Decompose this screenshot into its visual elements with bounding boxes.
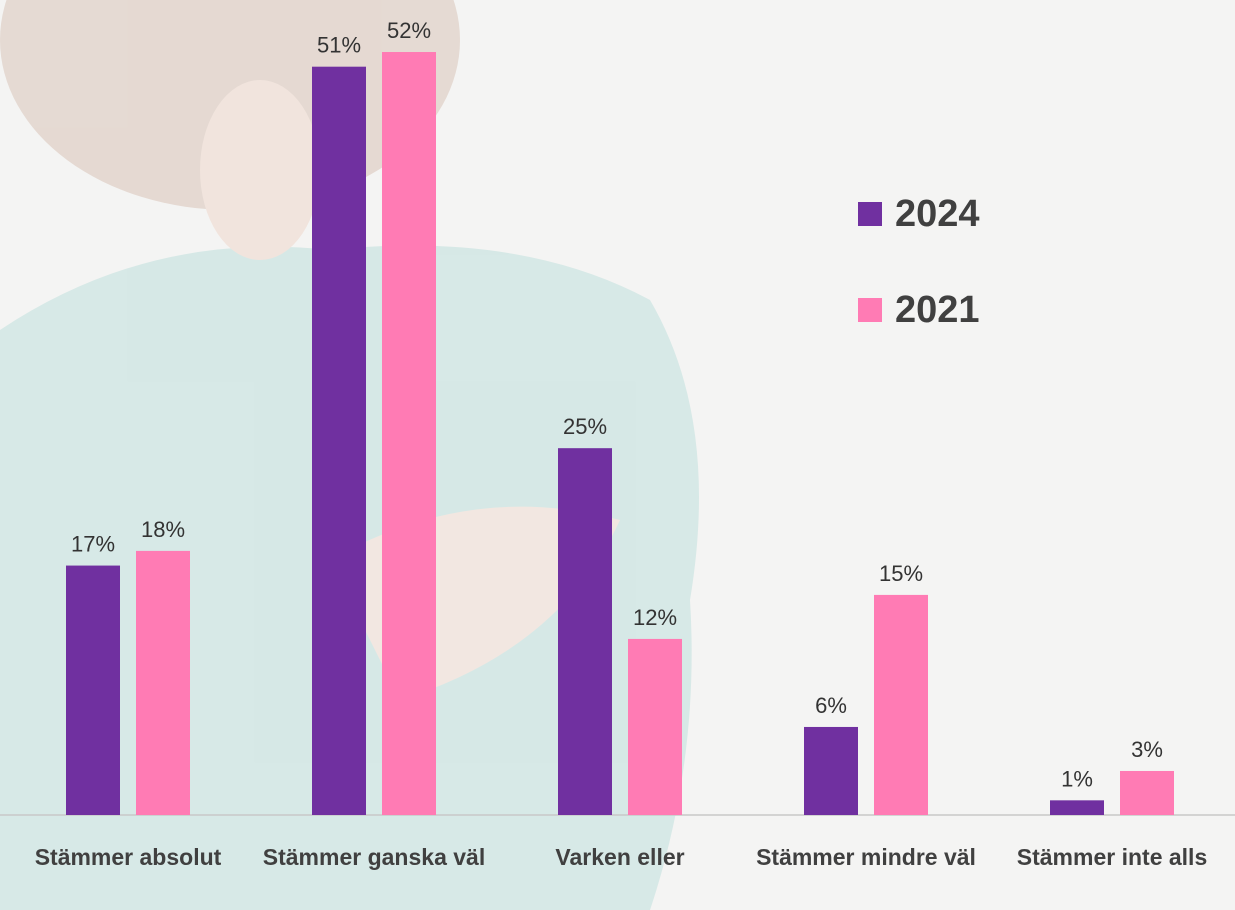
- x-tick-label: Stämmer absolut: [34, 844, 222, 870]
- value-label: 6%: [815, 693, 847, 718]
- bar: [558, 448, 612, 815]
- bar: [1120, 770, 1174, 815]
- x-tick-label: Varken eller: [555, 844, 685, 870]
- bar: [1050, 800, 1104, 815]
- value-label: 18%: [141, 517, 185, 542]
- legend-label: 2024: [895, 193, 980, 235]
- value-label: 25%: [563, 414, 607, 439]
- legend-swatch: [858, 202, 882, 226]
- bar: [66, 565, 120, 815]
- value-label: 17%: [71, 532, 115, 557]
- bar: [628, 638, 682, 815]
- value-label: 12%: [633, 605, 677, 630]
- value-label: 51%: [317, 33, 361, 58]
- x-tick-label: Stämmer mindre väl: [756, 844, 976, 870]
- bar: [804, 726, 858, 815]
- value-label: 1%: [1061, 766, 1093, 791]
- x-tick-label: Stämmer inte alls: [1016, 844, 1208, 870]
- bar: [312, 66, 366, 815]
- value-label: 3%: [1131, 737, 1163, 762]
- bar: [874, 594, 928, 815]
- legend-label: 2021: [895, 289, 980, 331]
- bar: [382, 52, 436, 815]
- value-label: 52%: [387, 18, 431, 43]
- legend-swatch: [858, 298, 882, 322]
- bar: [136, 550, 190, 815]
- x-tick-label: Stämmer ganska väl: [262, 844, 486, 870]
- value-label: 15%: [879, 561, 923, 586]
